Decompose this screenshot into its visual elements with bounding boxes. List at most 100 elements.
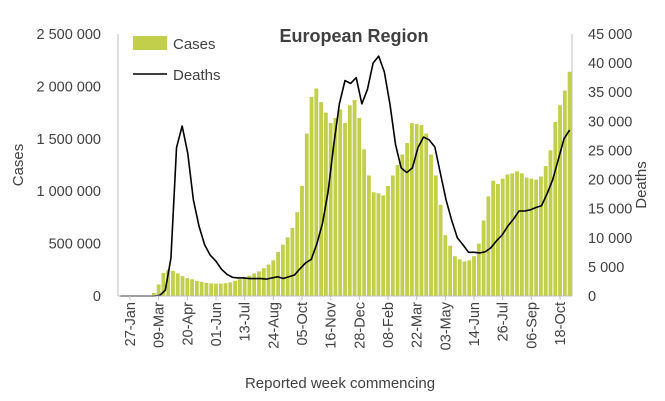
right-tick-label: 30 000 bbox=[588, 114, 632, 130]
cases-bar bbox=[209, 283, 214, 296]
cases-bar bbox=[429, 154, 433, 296]
cases-bar bbox=[204, 282, 209, 296]
cases-bar bbox=[171, 270, 175, 296]
cases-bar bbox=[548, 150, 553, 296]
right-axis-ticks: 0 5 000 10 000 15 000 20 000 25 000 30 000 35 0… bbox=[588, 27, 632, 305]
cases-bar bbox=[314, 88, 319, 296]
cases-bar bbox=[156, 284, 161, 296]
x-tick-label: 01-Jun bbox=[209, 302, 225, 346]
x-tick-label: 06-Sep bbox=[524, 302, 540, 349]
cases-bar bbox=[534, 179, 539, 296]
cases-bar bbox=[295, 212, 300, 296]
right-tick-label: 45 000 bbox=[588, 27, 632, 43]
cases-bar bbox=[242, 277, 247, 296]
cases-bar bbox=[309, 96, 314, 296]
cases-bar bbox=[457, 259, 462, 296]
cases-bar bbox=[515, 171, 519, 296]
cases-bar bbox=[443, 235, 448, 296]
legend-cases-swatch bbox=[133, 36, 167, 50]
legend-cases-label: Cases bbox=[173, 36, 216, 53]
cases-bar bbox=[524, 177, 529, 296]
left-axis-title: Cases bbox=[10, 144, 27, 187]
right-tick-label: 5 000 bbox=[588, 260, 624, 276]
cases-bar bbox=[338, 109, 343, 297]
cases-bar bbox=[166, 269, 171, 296]
cases-bar bbox=[481, 220, 486, 296]
x-tick-label: 27-Jan bbox=[123, 302, 139, 346]
cases-bar bbox=[161, 272, 166, 296]
cases-bar bbox=[151, 292, 156, 296]
cases-bar bbox=[419, 125, 424, 297]
cases-bar bbox=[190, 279, 194, 296]
cases-bar bbox=[476, 243, 481, 296]
right-tick-label: 15 000 bbox=[588, 202, 632, 218]
x-tick-label: 14-Jun bbox=[467, 302, 483, 346]
cases-bar bbox=[290, 227, 295, 296]
x-axis-ticks: 27-Jan 09-Mar 20-Apr 01-Jun 13-Jul 24-Aug 05-O… bbox=[123, 296, 569, 350]
cases-bar bbox=[472, 256, 476, 296]
cases-bar bbox=[300, 185, 304, 296]
x-tick-label: 22-Mar bbox=[410, 302, 426, 348]
legend: Cases Deaths bbox=[133, 36, 221, 84]
cases-bar bbox=[328, 123, 333, 296]
right-tick-label: 0 bbox=[588, 289, 596, 305]
cases-bar bbox=[529, 178, 534, 296]
cases-bar bbox=[247, 275, 252, 296]
cases-bar bbox=[237, 279, 242, 296]
x-tick-label: 09-Mar bbox=[152, 302, 168, 348]
cases-bar bbox=[357, 117, 362, 296]
cases-bar bbox=[180, 276, 185, 296]
right-tick-label: 10 000 bbox=[588, 231, 632, 247]
cases-bar bbox=[233, 280, 237, 296]
cases-bar bbox=[333, 117, 338, 296]
x-tick-label: 03-May bbox=[438, 301, 454, 350]
cases-bar bbox=[214, 283, 218, 296]
cases-bar bbox=[438, 204, 443, 296]
cases-bar bbox=[371, 192, 376, 296]
cases-bar bbox=[386, 185, 390, 296]
legend-deaths-label: Deaths bbox=[173, 67, 221, 84]
cases-bar bbox=[175, 273, 180, 296]
x-tick-label: 05-Oct bbox=[295, 302, 311, 346]
left-tick-label: 500 000 bbox=[49, 237, 101, 253]
cases-bar bbox=[400, 154, 405, 296]
x-tick-label: 13-Jul bbox=[238, 302, 254, 342]
right-tick-label: 20 000 bbox=[588, 173, 632, 189]
x-tick-label: 28-Dec bbox=[352, 302, 368, 349]
left-tick-label: 1 500 000 bbox=[36, 132, 101, 148]
cases-bar bbox=[491, 180, 496, 296]
cases-bars bbox=[147, 71, 572, 297]
left-tick-label: 2 000 000 bbox=[36, 79, 101, 95]
cases-bar bbox=[414, 124, 419, 296]
cases-bar bbox=[266, 264, 271, 296]
cases-bar bbox=[467, 260, 472, 296]
cases-bar bbox=[424, 133, 429, 296]
x-tick-label: 20-Apr bbox=[180, 302, 196, 346]
cases-bar bbox=[567, 71, 572, 296]
cases-bar bbox=[194, 280, 199, 296]
cases-bar bbox=[252, 273, 257, 296]
chart-title: European Region bbox=[279, 26, 428, 46]
cases-bar bbox=[500, 178, 505, 296]
cases-bar bbox=[453, 256, 457, 296]
cases-bar bbox=[185, 278, 190, 296]
cases-bar bbox=[519, 173, 524, 296]
cases-bar bbox=[352, 100, 357, 297]
cases-bar bbox=[376, 193, 381, 296]
left-tick-label: 0 bbox=[93, 289, 101, 305]
cases-bar bbox=[553, 122, 558, 296]
x-tick-label: 16-Nov bbox=[324, 301, 340, 348]
cases-bar bbox=[505, 174, 510, 296]
right-tick-label: 40 000 bbox=[588, 56, 632, 72]
left-tick-label: 1 000 000 bbox=[36, 184, 101, 200]
deaths-line bbox=[120, 55, 571, 297]
cases-bar bbox=[395, 165, 400, 296]
cases-bar bbox=[390, 175, 395, 296]
cases-bar bbox=[228, 282, 233, 296]
cases-bar bbox=[366, 175, 371, 296]
cases-bar bbox=[362, 149, 367, 296]
cases-bar bbox=[409, 123, 414, 296]
cases-bar bbox=[257, 271, 261, 296]
right-tick-label: 35 000 bbox=[588, 85, 632, 101]
left-tick-label: 2 500 000 bbox=[36, 27, 101, 43]
